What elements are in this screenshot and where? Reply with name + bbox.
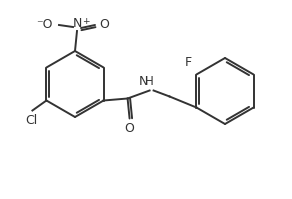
Text: N: N (72, 17, 82, 30)
Text: O: O (125, 123, 135, 136)
Text: N: N (139, 74, 148, 88)
Text: ⁻O: ⁻O (36, 18, 53, 30)
Text: F: F (185, 57, 192, 69)
Text: H: H (145, 74, 154, 88)
Text: +: + (82, 17, 90, 26)
Text: O: O (99, 18, 109, 30)
Text: Cl: Cl (25, 113, 38, 127)
